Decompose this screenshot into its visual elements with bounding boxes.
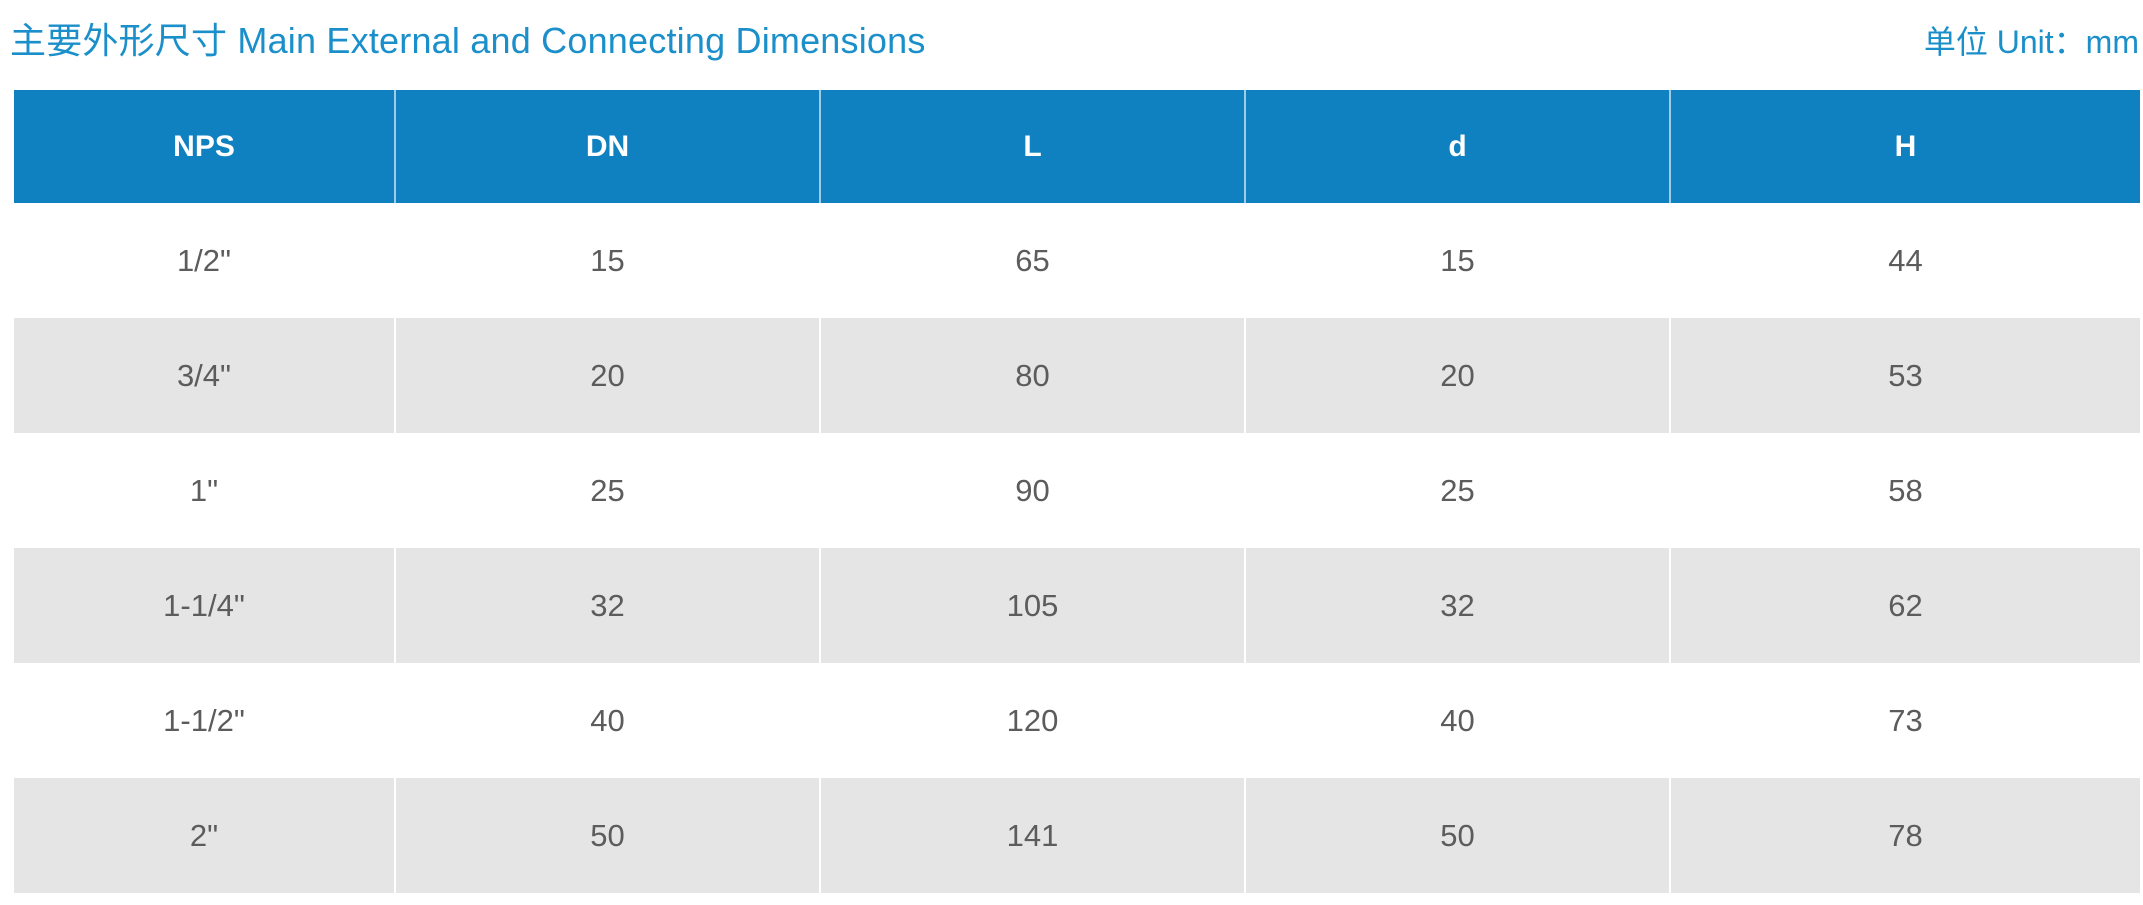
column-header-h: H xyxy=(1670,90,2140,203)
cell-dn: 20 xyxy=(395,318,821,433)
header-bar: 主要外形尺寸 Main External and Connecting Dime… xyxy=(0,0,2143,84)
cell-h: 73 xyxy=(1670,663,2140,778)
cell-l: 80 xyxy=(820,318,1246,433)
cell-d: 40 xyxy=(1245,663,1671,778)
cell-d: 20 xyxy=(1245,318,1671,433)
cell-h: 78 xyxy=(1670,778,2140,893)
table-row: 3/4" 20 80 20 53 xyxy=(14,318,2140,433)
cell-dn: 25 xyxy=(395,433,821,548)
cell-nps: 3/4" xyxy=(14,318,396,433)
cell-l: 65 xyxy=(820,203,1246,318)
cell-dn: 15 xyxy=(395,203,821,318)
table-row: 2" 50 141 50 78 xyxy=(14,778,2140,893)
cell-l: 105 xyxy=(820,548,1246,663)
cell-d: 25 xyxy=(1245,433,1671,548)
cell-dn: 32 xyxy=(395,548,821,663)
cell-h: 58 xyxy=(1670,433,2140,548)
cell-h: 44 xyxy=(1670,203,2140,318)
table-row: 1-1/4" 32 105 32 62 xyxy=(14,548,2140,663)
cell-l: 90 xyxy=(820,433,1246,548)
cell-h: 62 xyxy=(1670,548,2140,663)
column-header-d: d xyxy=(1245,90,1671,203)
cell-d: 50 xyxy=(1245,778,1671,893)
table-row: 1" 25 90 25 58 xyxy=(14,433,2140,548)
cell-nps: 1/2" xyxy=(14,203,396,318)
cell-nps: 1" xyxy=(14,433,396,548)
column-header-dn: DN xyxy=(395,90,821,203)
unit-label: 单位 Unit：mm xyxy=(1923,24,2139,60)
cell-h: 53 xyxy=(1670,318,2140,433)
table-row: 1-1/2" 40 120 40 73 xyxy=(14,663,2140,778)
dimensions-table: NPS DN L d H 1/2" 15 65 15 44 3/4" 20 80… xyxy=(14,90,2140,893)
cell-l: 120 xyxy=(820,663,1246,778)
cell-d: 32 xyxy=(1245,548,1671,663)
cell-nps: 2" xyxy=(14,778,396,893)
cell-nps: 1-1/2" xyxy=(14,663,396,778)
column-header-nps: NPS xyxy=(14,90,396,203)
page-title: 主要外形尺寸 Main External and Connecting Dime… xyxy=(10,20,926,61)
cell-dn: 40 xyxy=(395,663,821,778)
cell-dn: 50 xyxy=(395,778,821,893)
column-header-l: L xyxy=(820,90,1246,203)
cell-l: 141 xyxy=(820,778,1246,893)
table-header-row: NPS DN L d H xyxy=(14,90,2140,203)
cell-d: 15 xyxy=(1245,203,1671,318)
cell-nps: 1-1/4" xyxy=(14,548,396,663)
table-row: 1/2" 15 65 15 44 xyxy=(14,203,2140,318)
